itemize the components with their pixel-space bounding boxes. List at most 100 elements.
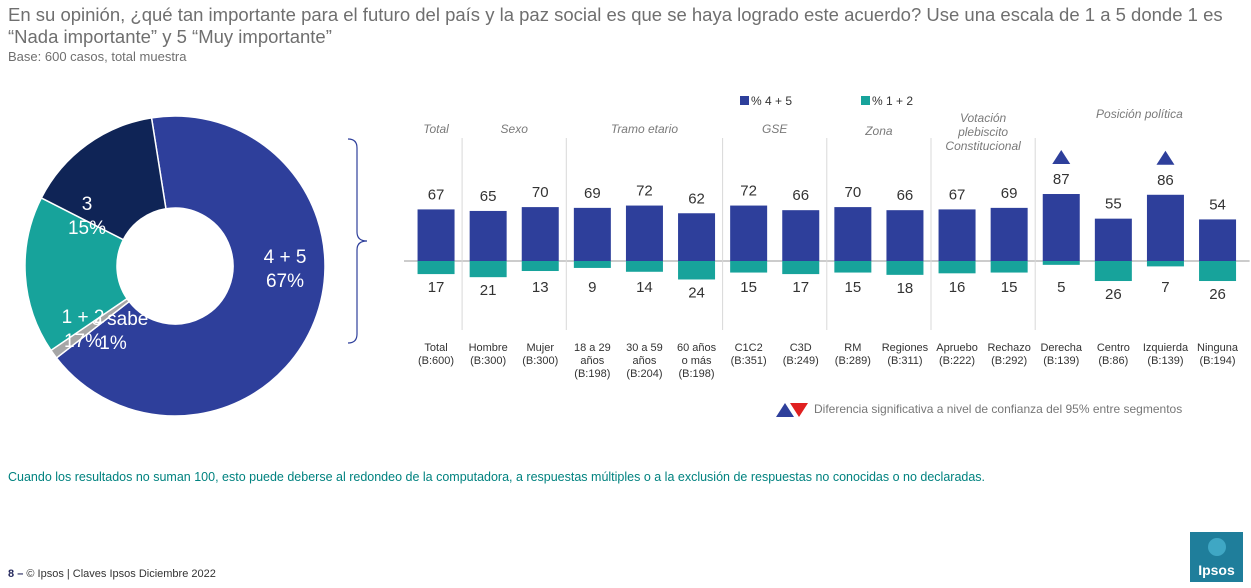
bar-top-value: 67 <box>949 186 966 203</box>
bar-top-value: 87 <box>1053 171 1070 188</box>
group-label: Total <box>423 122 449 136</box>
donut-slice <box>24 196 129 352</box>
category-label: 18 a 29 <box>574 342 611 354</box>
group-label: GSE <box>762 122 788 136</box>
category-label: (B:139) <box>1147 355 1183 367</box>
category-label: (B:300) <box>470 355 506 367</box>
logo-bubble-icon <box>1208 538 1226 556</box>
category-label: Ninguna <box>1197 342 1239 354</box>
bar-top-box <box>834 207 872 261</box>
bar-bottom-value: 15 <box>845 279 862 296</box>
category-label: (B:292) <box>991 355 1027 367</box>
bar-bottom-box <box>1094 261 1132 282</box>
page-footer: 8 – © Ipsos | Claves Ipsos Diciembre 202… <box>8 568 216 580</box>
category-label: años <box>580 355 604 367</box>
base-subtitle: Base: 600 casos, total muestra <box>8 49 187 64</box>
bar-top-value: 69 <box>584 185 601 202</box>
bar-bottom-value: 17 <box>792 279 809 296</box>
bar-top-value: 66 <box>792 187 809 204</box>
bar-bottom-value: 14 <box>636 279 653 296</box>
bar-bottom-box <box>730 261 768 273</box>
category-label: Izquierda <box>1143 342 1189 354</box>
category-label: (B:249) <box>783 355 819 367</box>
category-label: Derecha <box>1040 342 1082 354</box>
legend-label-bottom: % 1 + 2 <box>872 94 913 108</box>
donut-slice <box>55 115 326 417</box>
significance-up-icon <box>1156 150 1175 165</box>
bar-top-box <box>730 205 768 261</box>
category-label: años <box>633 355 657 367</box>
group-label: Votación <box>960 111 1007 125</box>
bar-bottom-box <box>886 261 924 275</box>
bar-bottom-box <box>417 261 455 275</box>
bar-bottom-box <box>1199 261 1237 282</box>
category-label: (B:198) <box>574 368 610 380</box>
bar-top-value: 67 <box>428 186 445 203</box>
legend-label-top: % 4 + 5 <box>751 94 792 108</box>
category-label: C1C2 <box>735 342 763 354</box>
bar-top-value: 70 <box>845 184 862 201</box>
category-label: Mujer <box>526 342 554 354</box>
donut-slice-label: 1 + 2 <box>62 307 105 328</box>
bar-top-value: 62 <box>688 190 705 207</box>
bar-bottom-value: 15 <box>740 279 757 296</box>
bar-bottom-box <box>1146 261 1184 267</box>
category-label: Rechazo <box>987 342 1030 354</box>
category-label: (B:86) <box>1098 355 1128 367</box>
category-label: o más <box>682 355 712 367</box>
category-label: (B:194) <box>1200 355 1236 367</box>
bar-chart: % 4 + 5 % 1 + 2 Total Sexo Tramo etario GSE Zo… <box>347 94 1250 380</box>
group-label: Posición política <box>1096 107 1183 121</box>
donut-slice-pct: 67% <box>266 271 304 292</box>
bar-bottom-value: 17 <box>428 279 445 296</box>
category-label: (B:139) <box>1043 355 1079 367</box>
donut-slice <box>40 116 167 241</box>
bar-bottom-box <box>938 261 976 274</box>
category-label: Centro <box>1097 342 1130 354</box>
bar-top-box <box>1042 194 1080 261</box>
category-label: (B:351) <box>731 355 767 367</box>
bar-top-box <box>782 210 820 261</box>
category-label: (B:311) <box>887 355 922 367</box>
donut-slice-pct: 1% <box>99 333 127 354</box>
footer-dash: – <box>17 568 24 580</box>
bar-bottom-box <box>625 261 663 272</box>
bar-top-box <box>938 209 976 261</box>
bar-top-box <box>886 210 924 261</box>
bar-bottom-value: 26 <box>1209 286 1226 303</box>
category-label: (B:600) <box>418 355 454 367</box>
bar-top-value: 54 <box>1209 196 1226 213</box>
rounding-footnote: Cuando los resultados no suman 100, esto… <box>8 470 986 484</box>
bar-top-box <box>417 209 455 261</box>
donut-slice-label: 3 <box>82 194 93 215</box>
group-label: Constitucional <box>945 139 1021 153</box>
bar-bottom-value: 18 <box>897 280 914 297</box>
category-label: (B:222) <box>939 355 975 367</box>
category-label: (B:198) <box>679 368 715 380</box>
bar-bottom-box <box>573 261 611 268</box>
bar-top-value: 55 <box>1105 196 1122 213</box>
bracket-connector <box>347 138 368 344</box>
bar-top-box <box>573 207 611 261</box>
copyright-text: © Ipsos | Claves Ipsos Diciembre 2022 <box>26 568 216 580</box>
category-label: Total <box>424 342 447 354</box>
bar-top-box <box>678 213 716 261</box>
significance-up-icon <box>1052 150 1071 165</box>
category-label: 30 a 59 <box>626 342 663 354</box>
category-label: (B:204) <box>626 368 662 380</box>
bar-top-value: 70 <box>532 184 549 201</box>
category-label: Regiones <box>882 342 929 354</box>
bar-bottom-value: 13 <box>532 279 549 296</box>
bar-top-box <box>1199 219 1237 261</box>
significance-note: Diferencia significativa a nivel de conf… <box>814 402 1183 416</box>
ipsos-logo: Ipsos <box>1190 532 1243 582</box>
logo-text: Ipsos <box>1198 562 1235 578</box>
category-label: (B:289) <box>835 355 871 367</box>
category-label: 60 años <box>677 342 717 354</box>
bar-bottom-value: 15 <box>1001 279 1018 296</box>
legend-swatch-top <box>740 96 749 105</box>
donut-slice-pct: 15% <box>68 218 106 239</box>
bar-bottom-box <box>521 261 559 272</box>
bar-bottom-value: 7 <box>1161 279 1169 296</box>
